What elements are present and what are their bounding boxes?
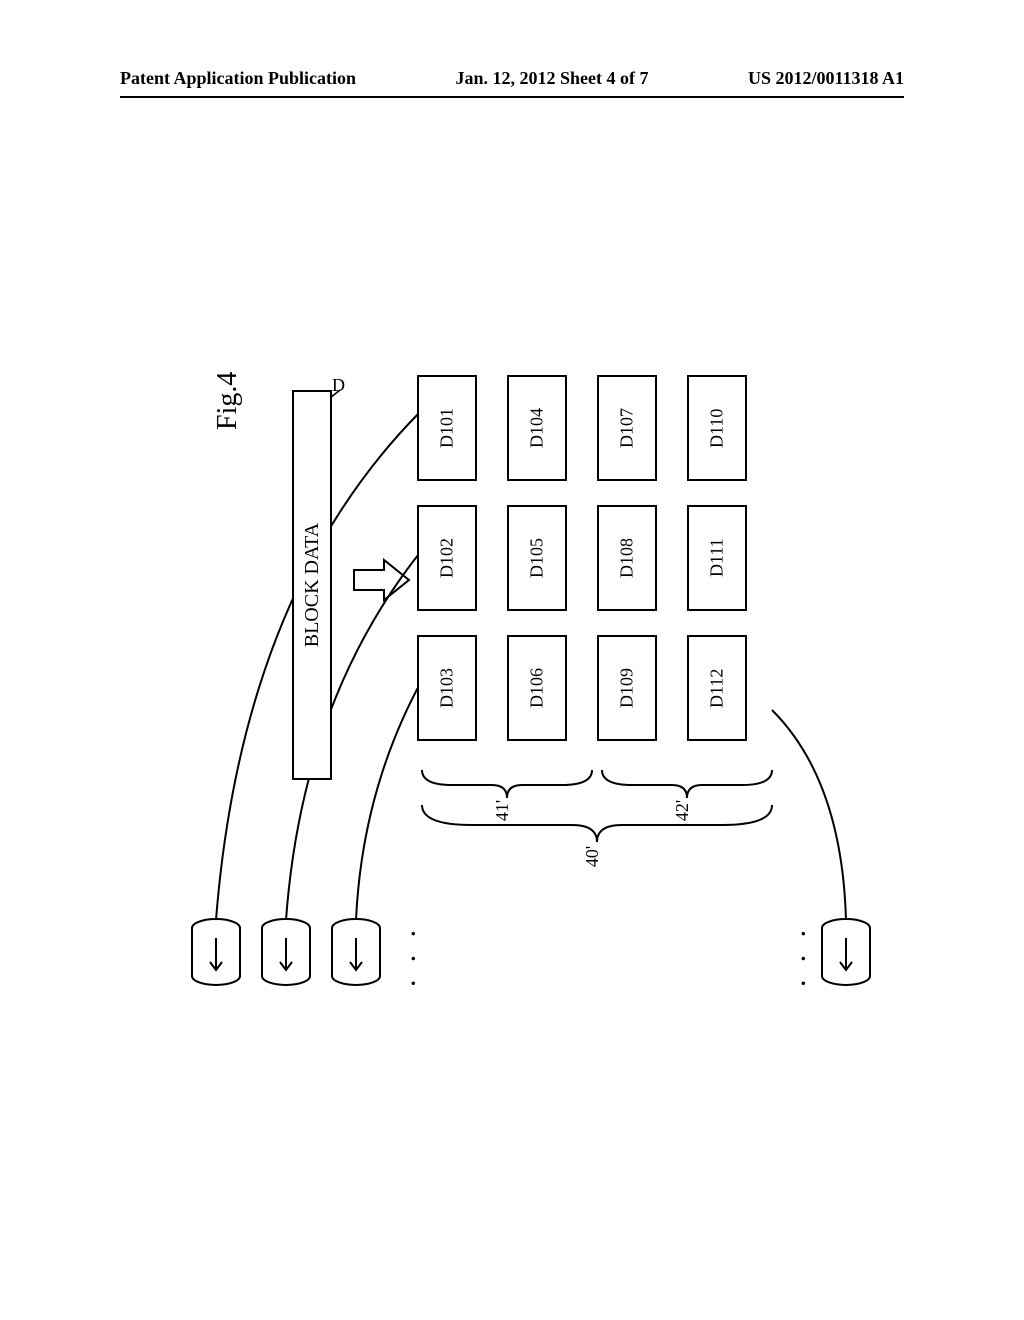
cell-d105: D105 [507,505,567,611]
cylinder-1 [192,919,240,985]
d-marker: D [332,375,345,396]
cell-d101: D101 [417,375,477,481]
ref-40: 40' [582,846,603,867]
cell-d109: D109 [597,635,657,741]
cell-d108: D108 [597,505,657,611]
cylinder-3 [332,919,380,985]
header-center: Jan. 12, 2012 Sheet 4 of 7 [456,68,649,89]
cell-d111: D111 [687,505,747,611]
brace-42 [602,770,772,798]
header-left: Patent Application Publication [120,68,356,89]
cell-d112: D112 [687,635,747,741]
brace-41 [422,770,592,798]
header-right: US 2012/0011318 A1 [748,68,904,89]
ref-42: 42' [672,800,693,821]
figure-label: Fig.4 [212,372,244,430]
curve-d103 [356,680,422,920]
cell-d104: D104 [507,375,567,481]
data-grid: D101 D104 D107 D110 D102 D105 D108 D111 … [417,375,747,741]
dots-left: · · · [400,930,426,993]
cell-d107: D107 [597,375,657,481]
curve-d112 [772,710,846,920]
cell-d102: D102 [417,505,477,611]
cell-d103: D103 [417,635,477,741]
page-header: Patent Application Publication Jan. 12, … [0,68,1024,89]
figure-4: Fig.4 BLOCK DATA D D101 D104 D107 D110 D… [122,250,902,1010]
header-rule [120,96,904,98]
cylinder-4 [822,919,870,985]
cell-d110: D110 [687,375,747,481]
dots-right: · · · [790,930,816,993]
block-data-box: BLOCK DATA [292,390,332,780]
brace-40 [422,805,772,842]
ref-41: 41' [492,800,513,821]
cell-d106: D106 [507,635,567,741]
block-data-text: BLOCK DATA [301,523,324,648]
cylinder-2 [262,919,310,985]
